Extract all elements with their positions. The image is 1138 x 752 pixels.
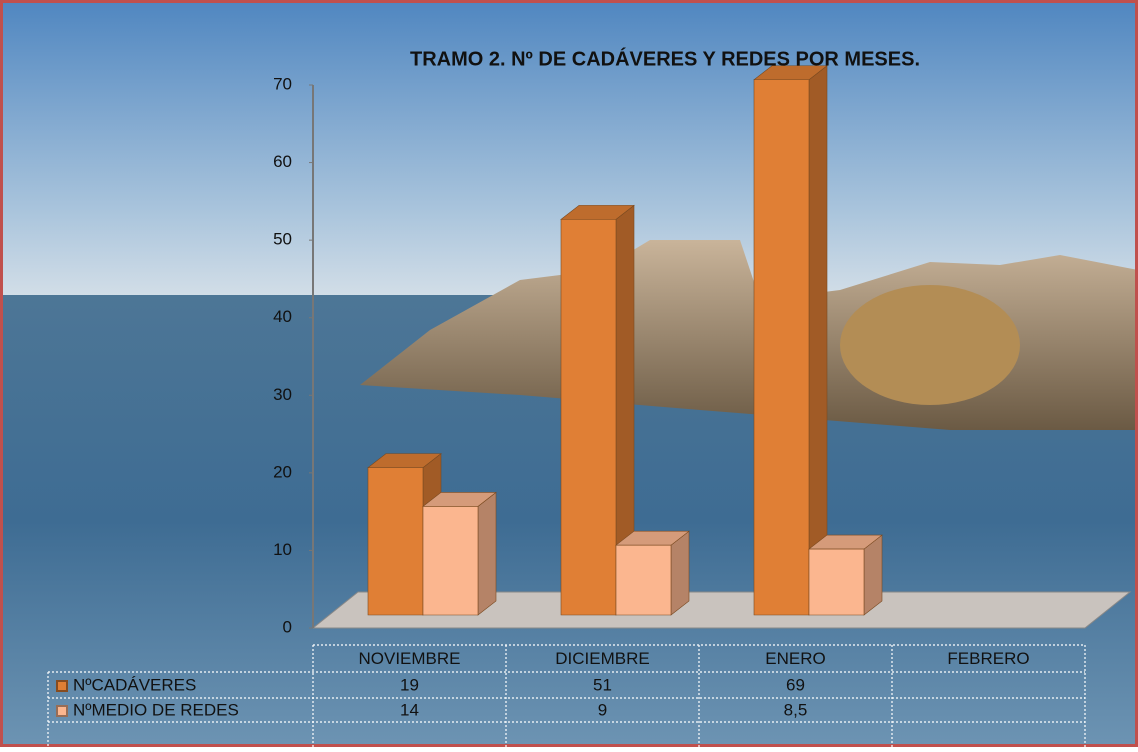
- y-tick-label: 60: [273, 152, 292, 171]
- bar-face: [478, 492, 496, 615]
- y-tick-label: 0: [283, 617, 292, 636]
- bar-face: [671, 531, 689, 615]
- y-tick-label: 50: [273, 230, 292, 249]
- x-tick-label: DICIEMBRE: [555, 649, 649, 668]
- chart-title: TRAMO 2. Nº DE CADÁVERES Y REDES POR MES…: [410, 47, 920, 70]
- legend-key: [57, 681, 67, 691]
- x-tick-label: FEBRERO: [947, 649, 1029, 668]
- bar-face: [368, 468, 423, 615]
- legend-label: NºMEDIO DE REDES: [73, 700, 239, 719]
- bar-face: [809, 66, 827, 615]
- legend-label: NºCADÁVERES: [73, 675, 196, 694]
- legend-key: [57, 706, 67, 716]
- bar-face: [561, 219, 616, 615]
- y-tick-label: 20: [273, 462, 292, 481]
- data-label: 9: [598, 700, 607, 719]
- data-label: 19: [400, 675, 419, 694]
- data-label: 51: [593, 675, 612, 694]
- bar-face: [423, 506, 478, 615]
- y-tick-label: 30: [273, 385, 292, 404]
- bar-face: [616, 545, 671, 615]
- bar-face: [809, 549, 864, 615]
- bar: [809, 535, 882, 615]
- y-tick-label: 70: [273, 74, 292, 93]
- bar: [423, 492, 496, 615]
- chart: TRAMO 2. Nº DE CADÁVERES Y REDES POR MES…: [0, 0, 1138, 747]
- x-tick-label: ENERO: [765, 649, 825, 668]
- bar: [616, 531, 689, 615]
- y-tick-label: 10: [273, 540, 292, 559]
- data-label: 14: [400, 700, 419, 719]
- data-label: 8,5: [784, 700, 808, 719]
- data-label: 69: [786, 675, 805, 694]
- bar-face: [754, 80, 809, 615]
- y-tick-label: 40: [273, 307, 292, 326]
- bar: [754, 66, 827, 615]
- x-tick-label: NOVIEMBRE: [358, 649, 460, 668]
